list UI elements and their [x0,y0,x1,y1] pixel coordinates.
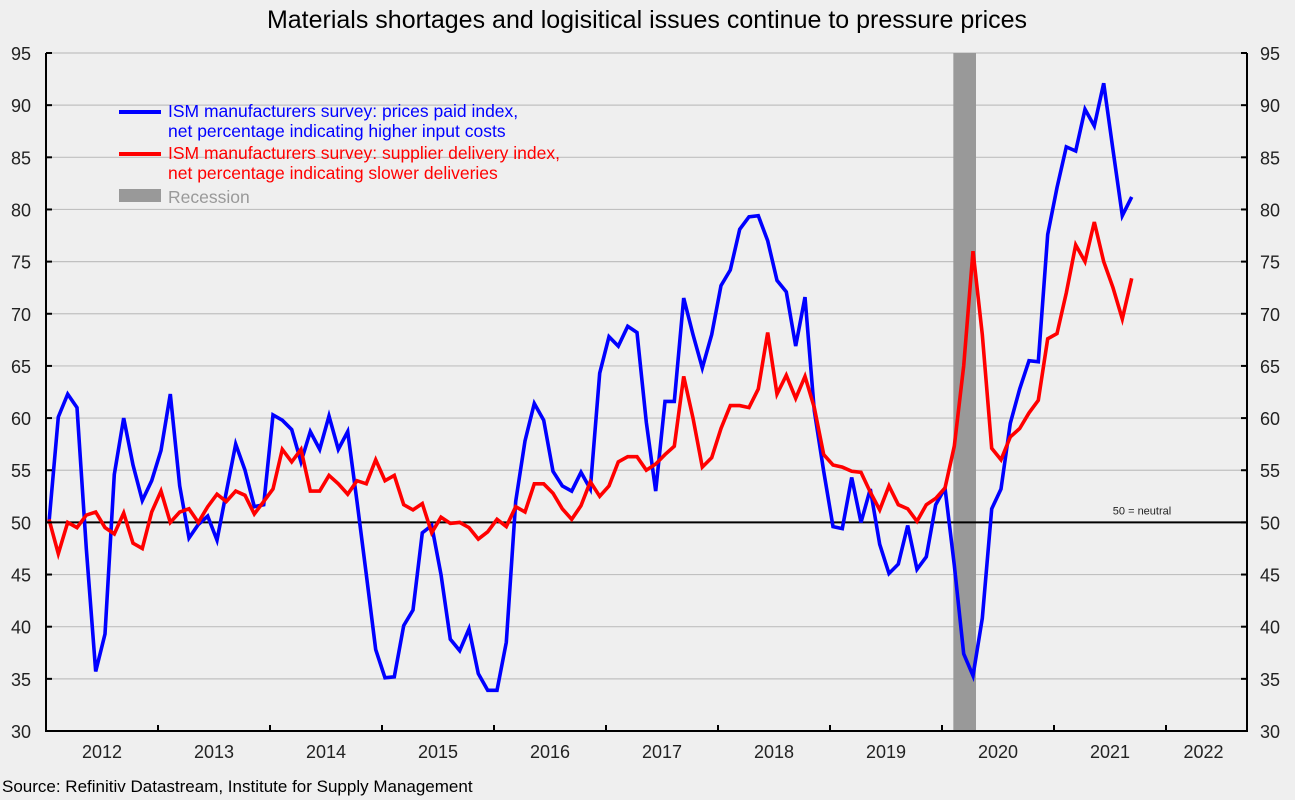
x-tick-label: 2013 [194,742,234,762]
prices-paid-line [47,82,1134,693]
x-tick-label: 2014 [306,742,346,762]
y-tick-label-left: 35 [11,670,31,690]
x-tick-label: 2018 [754,742,794,762]
y-tick-label-right: 75 [1260,253,1280,273]
y-tick-label-left: 70 [11,305,31,325]
x-tick-label: 2022 [1183,742,1223,762]
neutral-line-label: 50 = neutral [1113,505,1171,517]
y-tick-label-left: 65 [11,357,31,377]
y-tick-label-right: 80 [1260,200,1280,220]
y-tick-label-right: 65 [1260,357,1280,377]
legend-label: net percentage indicating slower deliver… [168,163,498,183]
legend-label: ISM manufacturers survey: supplier deliv… [168,143,560,163]
y-tick-label-right: 90 [1260,96,1280,116]
x-tick-label: 2019 [866,742,906,762]
y-tick-label-left: 45 [11,566,31,586]
y-tick-label-left: 40 [11,618,31,638]
supplier-delivery-line [47,221,1134,561]
y-tick-label-right: 70 [1260,305,1280,325]
y-tick-label-right: 85 [1260,148,1280,168]
y-tick-label-left: 60 [11,409,31,429]
y-tick-label-left: 90 [11,96,31,116]
y-tick-label-left: 75 [11,253,31,273]
y-tick-label-right: 30 [1260,722,1280,742]
y-tick-label-left: 50 [11,513,31,533]
legend-item: ISM manufacturers survey: supplier deliv… [119,143,560,183]
axes [45,52,1248,732]
legend-item: ISM manufacturers survey: prices paid in… [119,101,518,141]
x-tick-label: 2017 [642,742,682,762]
legend-item-recession: Recession [119,187,250,207]
y-tick-label-right: 40 [1260,618,1280,638]
legend-swatch [119,189,161,202]
x-tick-label: 2015 [418,742,458,762]
legend-label: net percentage indicating higher input c… [168,121,506,141]
x-tick-label: 2012 [82,742,122,762]
y-tick-label-right: 45 [1260,566,1280,586]
y-axis-left-labels: 30 35 40 45 50 55 60 65 70 75 80 85 90 95 [11,44,31,742]
recession-band [953,53,976,731]
y-tick-label-left: 80 [11,200,31,220]
y-tick-label-left: 95 [11,44,31,64]
y-axis-right-labels: 30 35 40 45 50 55 60 65 70 75 80 85 90 95 [1260,44,1280,742]
x-tick-label: 2021 [1090,742,1130,762]
recession-bands [953,53,976,731]
neutral-line-group: 50 = neutral [46,505,1247,524]
legend: ISM manufacturers survey: prices paid in… [119,101,560,207]
series-lines [47,82,1134,693]
y-tick-label-left: 85 [11,148,31,168]
legend-label: Recession [168,187,250,207]
source-note: Source: Refinitiv Datastream, Institute … [2,777,473,796]
y-tick-label-left: 55 [11,461,31,481]
y-tick-label-right: 35 [1260,670,1280,690]
y-tick-label-right: 95 [1260,44,1280,64]
y-tick-label-right: 60 [1260,409,1280,429]
x-tick-label: 2020 [978,742,1018,762]
x-axis-labels: 2012 2013 2014 2015 2016 2017 2018 2019 2020 2021… [82,742,1224,762]
y-tick-label-right: 50 [1260,513,1280,533]
x-tick-label: 2016 [530,742,570,762]
legend-label: ISM manufacturers survey: prices paid in… [168,101,518,121]
chart-title: Materials shortages and logisitical issu… [267,6,1027,34]
y-tick-label-left: 30 [11,722,31,742]
y-tick-label-right: 55 [1260,461,1280,481]
